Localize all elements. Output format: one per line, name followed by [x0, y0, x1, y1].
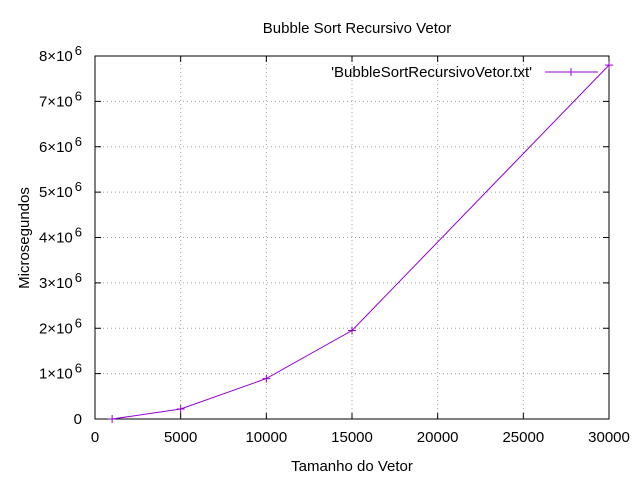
- series-line: [112, 64, 610, 420]
- legend-label: 'BubbleSortRecursivoVetor.txt': [331, 64, 532, 81]
- legend-marker: [567, 68, 575, 76]
- x-tick-label: 0: [91, 429, 99, 446]
- y-tick-label: 2×10 6: [39, 315, 82, 337]
- data-point: [108, 415, 117, 423]
- y-tick-label: 4×10 6: [39, 225, 82, 247]
- series-layer: [108, 61, 613, 423]
- y-tick-label: 8×10 6: [39, 43, 82, 65]
- y-tick-label: 3×10 6: [39, 270, 82, 292]
- data-point: [262, 374, 271, 383]
- x-tick-label: 20000: [417, 429, 459, 446]
- x-tick-label: 5000: [164, 429, 197, 446]
- y-tick-label: 6×10 6: [39, 134, 82, 156]
- data-point: [176, 405, 185, 414]
- y-tick-label: 5×10 6: [39, 179, 82, 201]
- y-tick-label: 7×10 6: [39, 88, 82, 110]
- data-point: [348, 326, 356, 335]
- x-tick-label: 30000: [588, 429, 630, 446]
- data-point: [605, 61, 613, 70]
- x-axis-label: Tamanho do Vetor: [291, 458, 413, 475]
- y-tick-label: 0: [74, 411, 82, 428]
- chart-title: Bubble Sort Recursivo Vetor: [263, 20, 451, 37]
- x-tick-label: 15000: [331, 429, 373, 446]
- legend: 'BubbleSortRecursivoVetor.txt': [331, 64, 598, 81]
- y-axis-label: Microsegundos: [16, 187, 33, 289]
- x-tick-label: 25000: [502, 429, 544, 446]
- axis-ticks: 0 5000 10000 15000 20000 25000 30000 0 1×10 6 2×10…: [39, 43, 630, 446]
- y-tick-label: 1×10 6: [39, 361, 82, 383]
- grid-lines: [95, 56, 609, 419]
- x-tick-label: 10000: [245, 429, 287, 446]
